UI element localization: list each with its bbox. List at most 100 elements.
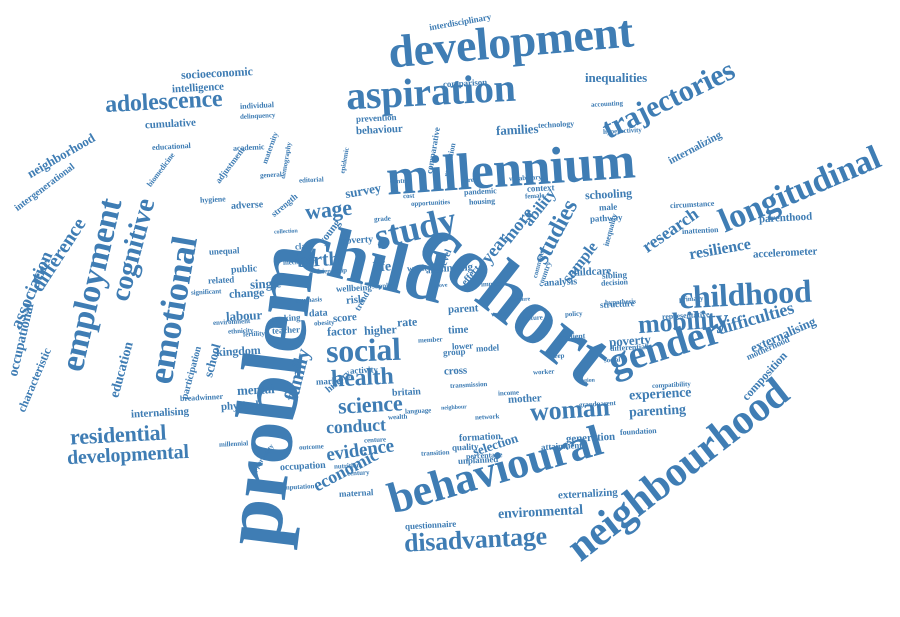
word-lower: lower — [451, 339, 473, 352]
word-move: move — [433, 282, 448, 290]
word-model: model — [475, 341, 499, 354]
word-behaviour: behaviour — [355, 122, 403, 137]
word-attainment: attainment — [540, 439, 582, 452]
word-obesity: obesity — [313, 317, 335, 328]
word-emphasis: emphasis — [294, 294, 322, 305]
word-fertility: fertility — [242, 328, 266, 339]
word-market: market — [315, 374, 344, 387]
word-conduct: conduct — [325, 414, 387, 438]
word-cross: cross — [443, 363, 467, 378]
word-maternal: maternal — [338, 486, 374, 499]
word-foundation: foundation — [619, 426, 657, 437]
word-parenting: parenting — [628, 402, 686, 421]
word-biomedicine: biomedicine — [145, 150, 177, 189]
word-century: century — [346, 467, 370, 478]
word-mechanism: mechanism — [282, 256, 316, 267]
word-intelligence: intelligence — [171, 80, 225, 95]
word-accelerometer: accelerometer — [752, 244, 818, 261]
word-longitudinal: longitudinal — [713, 138, 886, 241]
word-education: education — [106, 340, 137, 400]
word-cumulative: cumulative — [144, 116, 196, 131]
word-circumstance: circumstance — [669, 198, 715, 211]
word-delinquency: delinquency — [239, 110, 276, 121]
word-teacher: teacher — [271, 323, 301, 336]
word-decision: decision — [600, 277, 628, 288]
word-transition: transition — [420, 447, 450, 458]
word-region: region — [578, 377, 596, 385]
word-individual: individual — [239, 100, 275, 111]
word-schooling: schooling — [584, 185, 632, 203]
word-primary: primary — [678, 293, 704, 304]
word-comparison: comparison — [442, 76, 488, 89]
word-verbal: verbal — [490, 309, 510, 318]
word-transmission: transmission — [449, 379, 487, 390]
word-opportunities: opportunities — [410, 197, 450, 208]
word-britain: britain — [391, 386, 421, 399]
word-class: class — [294, 240, 313, 251]
word-measure: measure — [508, 296, 530, 304]
word-adverse: adverse — [230, 199, 264, 212]
word-public: public — [230, 263, 258, 276]
word-impact: impact — [480, 278, 502, 289]
word-academic: academic — [232, 142, 265, 153]
word-accounting: accounting — [590, 98, 624, 109]
word-parent: parent — [447, 301, 479, 316]
word-collection: collection — [273, 228, 298, 236]
word-resilience: resilience — [687, 235, 753, 264]
word-pandemic: pandemic — [463, 186, 497, 197]
word-hyperactivity: hyperactivity — [602, 125, 642, 136]
word-policy: policy — [564, 309, 583, 318]
word-wage: wage — [303, 194, 353, 225]
word-hygiene: hygiene — [199, 194, 226, 205]
word-educational: educational — [151, 140, 191, 153]
word-friendship: friendship — [316, 265, 348, 276]
word-strength: strength — [268, 190, 299, 219]
word-poverty: poverty — [340, 234, 374, 247]
word-centure: centure — [363, 434, 387, 445]
word-related: related — [207, 273, 235, 286]
word-demography: demography — [278, 140, 293, 179]
word-aspiration: aspiration — [344, 64, 516, 119]
word-sleep: sleep — [549, 351, 565, 360]
word-member: member — [417, 334, 443, 345]
word-feature: feature — [521, 312, 543, 323]
word-stress: stress — [462, 175, 480, 184]
word-higher: higher — [363, 322, 397, 338]
word-life: life — [372, 259, 392, 276]
word-housing: housing — [468, 196, 496, 207]
word-work: work — [406, 261, 427, 274]
word-worker: worker — [532, 366, 555, 377]
word-prevention: prevention — [355, 111, 397, 124]
word-internalising: internalising — [130, 404, 190, 421]
word-hypothesis: hypothesis — [604, 296, 636, 307]
word-network: network — [474, 411, 500, 422]
word-significant: significant — [190, 286, 222, 297]
word-female: female — [524, 190, 545, 201]
word-supply: supply — [371, 280, 392, 291]
word-male: male — [598, 201, 618, 212]
word-millennial: millennial — [218, 438, 248, 449]
word-vocabulary: vocabulary — [508, 172, 542, 183]
word-time: time — [447, 322, 469, 337]
word-environmental: environmental — [497, 502, 583, 523]
word-parenthood: parenthood — [758, 210, 812, 225]
word-inattention: inattention — [681, 225, 719, 236]
word-change: change — [228, 285, 265, 301]
word-breadwinner: breadwinner — [179, 391, 223, 404]
word-imputation: imputation — [281, 481, 315, 492]
word-activity: activity — [349, 363, 378, 376]
word-income: income — [497, 387, 519, 398]
word-environment: environment — [212, 316, 250, 327]
word-internalizing: internalizing — [666, 128, 724, 167]
word-questionnaire: questionnaire — [404, 518, 456, 531]
word-outcome: outcome — [298, 441, 324, 452]
word-families: families — [495, 120, 539, 138]
word-gradient: gradient — [556, 331, 586, 342]
word-epidemic: epidemic — [338, 146, 351, 174]
word-social: social — [603, 355, 621, 364]
word-unequal: unequal — [208, 244, 240, 257]
word-analysis: analysis — [543, 276, 577, 289]
word-neighbour: neighbour — [440, 404, 467, 412]
word-compatibility: compatibility — [651, 379, 691, 390]
